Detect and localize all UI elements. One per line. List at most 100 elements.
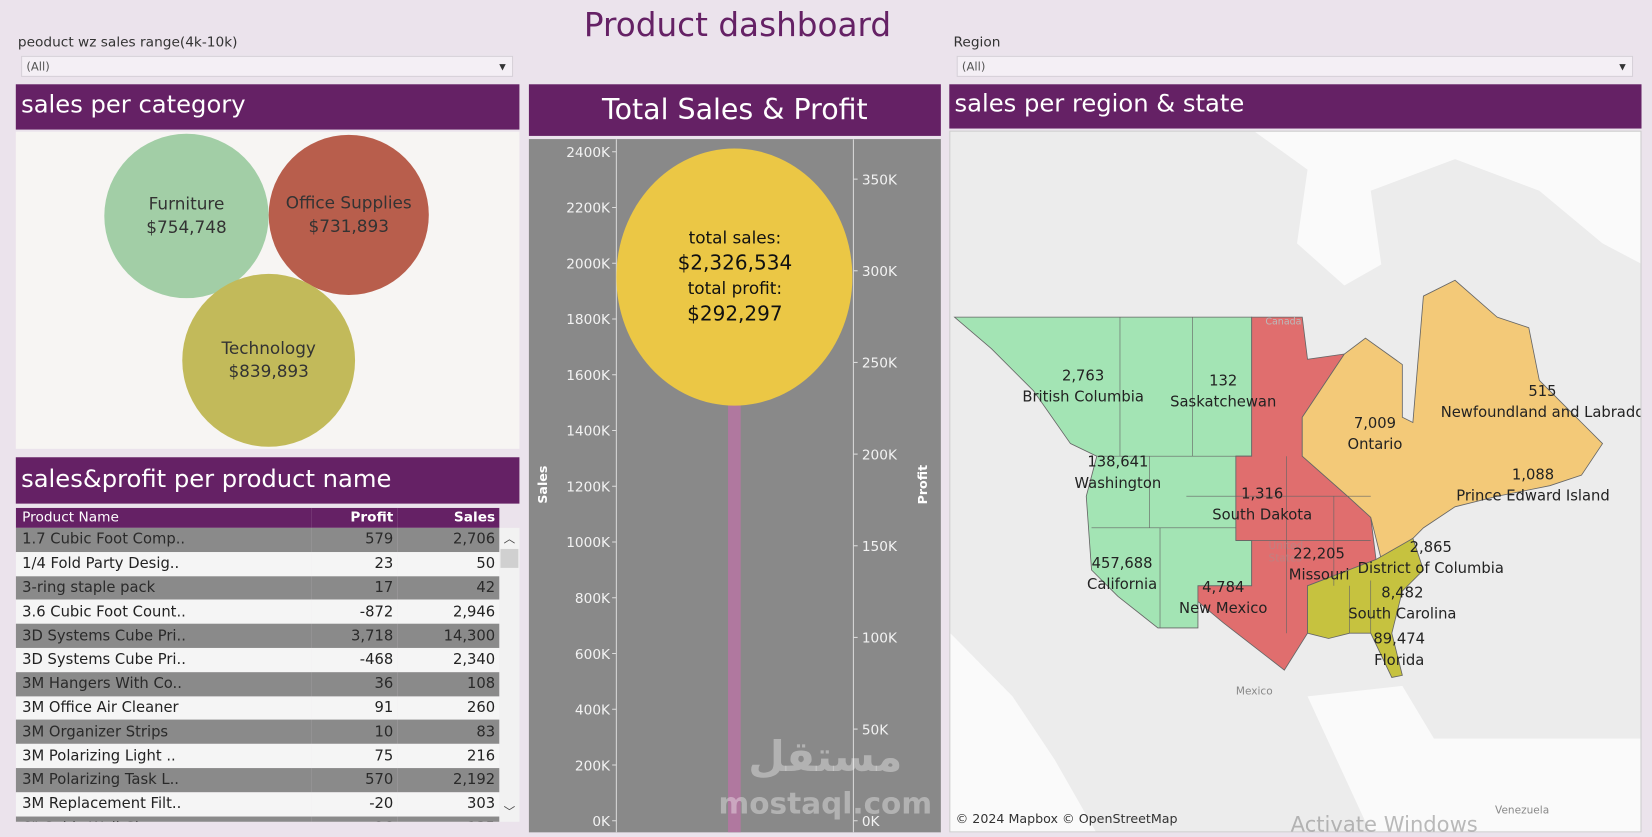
region-dropdown[interactable]: (All) ▼: [956, 55, 1634, 77]
state-label[interactable]: 1,088 Prince Edward Island: [1456, 465, 1610, 507]
state-name: Newfoundland and Labrado: [1440, 404, 1642, 422]
sales-cell: 108: [467, 675, 496, 693]
table-row[interactable]: 1/4 Fold Party Desig.. 23 50: [15, 551, 500, 576]
state-name: South Carolina: [1348, 605, 1457, 623]
table-row[interactable]: 3M Polarizing Light .. 75 216: [15, 744, 500, 769]
bubble-furniture[interactable]: Furniture $754,748: [104, 133, 269, 299]
total-sales-label: total sales:: [688, 227, 782, 248]
sales-circle[interactable]: [616, 148, 853, 406]
total-chart-svg: 2400K 2200K 2000K 1800K 1600K 1400K 1200K 1000K…: [535, 139, 930, 833]
table-row[interactable]: 3-ring staple pack 17 42: [15, 575, 500, 600]
state-label[interactable]: 1,316 South Dakota: [1212, 484, 1312, 526]
bubble-value: $754,748: [146, 217, 227, 238]
page-title: Product dashboard: [583, 6, 892, 45]
sales-tick-label: 2000K: [566, 256, 611, 272]
bubble-label: Office Supplies: [285, 192, 412, 213]
state-name: Ontario: [1347, 436, 1403, 454]
profit-tick-label: 150K: [862, 539, 898, 555]
activate-windows-overlay: Activate Windows: [1290, 811, 1478, 837]
state-name: Florida: [1374, 652, 1425, 670]
map-svg: [950, 131, 1641, 832]
profit-cell: 579: [365, 531, 394, 549]
total-sales-value: $2,326,534: [677, 251, 793, 275]
table-header-row: Product Name Profit Sales: [15, 507, 500, 528]
region-value: (All): [961, 60, 986, 74]
sales-tick-label: 2200K: [566, 201, 611, 217]
state-label[interactable]: 8,482 South Carolina: [1348, 583, 1456, 625]
bubble-value: $839,893: [228, 361, 309, 382]
state-label[interactable]: 89,474 Florida: [1373, 629, 1425, 671]
region-south[interactable]: [1307, 537, 1424, 678]
product-name-cell: 3M Polarizing Task L..: [22, 771, 179, 789]
scrollbar-thumb[interactable]: [500, 548, 519, 568]
state-name: Saskatchewan: [1170, 394, 1277, 411]
bubble-label: Furniture: [148, 193, 225, 214]
state-label[interactable]: 138,641 Washington: [1075, 452, 1162, 494]
table-row[interactable]: 3.6 Cubic Foot Count.. -872 2,946: [15, 599, 500, 624]
category-bubble-chart: Furniture $754,748 Office Supplies $731,…: [15, 131, 520, 449]
table-row[interactable]: 3D Systems Cube Pri.. 3,718 14,300: [15, 623, 500, 648]
product-range-filter-label: peoduct wz sales range(4k-10k): [17, 34, 238, 51]
sales-tick-label: 400K: [575, 703, 611, 719]
sales-cell: 42: [476, 579, 496, 597]
state-name: Prince Edward Island: [1456, 487, 1610, 505]
sales-cell: 135: [398, 816, 500, 822]
product-range-dropdown[interactable]: (All) ▼: [21, 55, 514, 77]
state-label[interactable]: 515 Newfoundland and Labrado: [1440, 381, 1642, 423]
profit-cell: 570: [365, 771, 394, 789]
bubble-office-supplies[interactable]: Office Supplies $731,893: [268, 134, 429, 296]
map-panel-title: sales per region & state: [949, 84, 1642, 129]
state-label[interactable]: 2,763 British Columbia: [1022, 366, 1144, 408]
column-header-sales[interactable]: Sales: [453, 509, 496, 526]
table-row[interactable]: 1.7 Cubic Foot Comp.. 579 2,706: [15, 527, 500, 552]
profit-tick-label: 0K: [862, 814, 881, 830]
total-profit-value: $292,297: [687, 302, 783, 326]
table-row[interactable]: 3M Replacement Filt.. -20 303: [15, 792, 500, 817]
profit-tick-label: 300K: [862, 264, 898, 280]
profit-tick-label: 350K: [862, 172, 898, 188]
product-name-cell: 3D Systems Cube Pri..: [22, 651, 186, 669]
state-name: British Columbia: [1022, 388, 1144, 406]
column-header-product-name[interactable]: Product Name: [22, 509, 119, 526]
state-label[interactable]: 7,009 Ontario: [1347, 413, 1402, 455]
profit-cell: 23: [374, 555, 394, 573]
profit-cell: -468: [359, 651, 394, 669]
product-name-cell: 1/4 Fold Party Desig..: [22, 555, 180, 573]
state-name: New Mexico: [1179, 600, 1268, 618]
table-row[interactable]: 3M Organizer Strips 10 83: [15, 720, 500, 745]
sales-cell: 2,706: [452, 531, 496, 549]
state-value: 1,316: [1241, 485, 1284, 503]
dropdown-arrow-icon: ▼: [499, 62, 506, 72]
state-label[interactable]: 22,205 Missouri: [1289, 544, 1350, 586]
profit-cell: 3,718: [351, 627, 394, 645]
column-header-profit[interactable]: Profit: [350, 509, 394, 526]
sales-tick-label: 200K: [575, 758, 611, 774]
product-name-cell: 3M Office Air Cleaner: [22, 699, 179, 717]
state-label[interactable]: 2,865 District of Columbia: [1358, 537, 1504, 579]
table-row[interactable]: 3D Systems Cube Pri.. -468 2,340: [15, 647, 500, 672]
map-attribution[interactable]: © 2024 Mapbox © OpenStreetMap: [955, 811, 1178, 827]
sales-tick-label: 600K: [575, 647, 611, 663]
state-label[interactable]: 457,688 California: [1087, 553, 1157, 595]
state-label[interactable]: 132 Saskatchewan: [1170, 371, 1276, 413]
sales-tick-label: 800K: [575, 591, 611, 607]
map-water: [1254, 131, 1641, 286]
bubble-technology[interactable]: Technology $839,893: [182, 273, 356, 447]
table-row[interactable]: 6" Cubic Wall Cl..26135: [15, 816, 500, 822]
scroll-down-icon[interactable]: ﹀: [503, 804, 516, 819]
table-row[interactable]: 3M Office Air Cleaner 91 260: [15, 695, 500, 721]
profit-cell: 91: [374, 699, 394, 717]
profit-tick-label: 200K: [862, 447, 898, 463]
scroll-up-icon[interactable]: ︿: [503, 532, 516, 546]
product-panel-title: sales&profit per product name: [15, 457, 520, 504]
bubble-value: $731,893: [308, 215, 389, 237]
total-chart: 2400K 2200K 2000K 1800K 1600K 1400K 1200K 1000K…: [528, 139, 941, 833]
state-value: 132: [1209, 372, 1238, 390]
region-map[interactable]: Canada United States 2,763 British Columb…: [949, 130, 1642, 833]
table-scrollbar[interactable]: ︿ ﹀: [499, 527, 520, 822]
total-profit-label: total profit:: [687, 278, 783, 299]
profit-bar[interactable]: [728, 402, 741, 833]
table-row[interactable]: 3M Hangers With Co.. 36 108: [15, 671, 500, 696]
state-label[interactable]: 4,784 New Mexico: [1179, 577, 1267, 619]
table-row[interactable]: 3M Polarizing Task L.. 570 2,192: [15, 768, 500, 793]
